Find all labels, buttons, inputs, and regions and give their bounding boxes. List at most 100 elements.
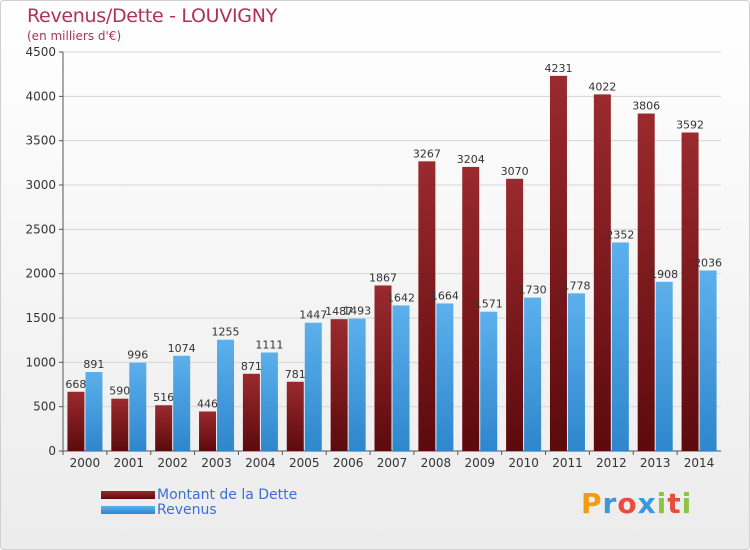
data-label-revenus: 2352 bbox=[606, 228, 634, 241]
x-tick-label: 2012 bbox=[596, 456, 627, 470]
y-tick-label: 4000 bbox=[25, 89, 56, 103]
chart-title: Revenus/Dette - LOUVIGNY bbox=[27, 5, 277, 27]
bar-revenus bbox=[129, 362, 147, 451]
bar-dette bbox=[330, 319, 348, 451]
data-label-dette: 3267 bbox=[413, 147, 441, 160]
x-tick-label: 2011 bbox=[552, 456, 583, 470]
bar-dette bbox=[418, 161, 436, 452]
y-tick-label: 0 bbox=[48, 444, 56, 458]
bar-dette bbox=[242, 373, 260, 451]
y-tick-label: 3000 bbox=[25, 178, 56, 192]
logo-letter: o bbox=[617, 487, 638, 520]
bar-revenus bbox=[304, 322, 322, 451]
chart-subtitle: (en milliers d'€) bbox=[27, 29, 122, 43]
y-tick-label: 4500 bbox=[25, 45, 56, 59]
data-label-revenus: 2036 bbox=[694, 256, 722, 269]
x-tick-label: 2000 bbox=[70, 456, 101, 470]
bar-dette bbox=[286, 381, 304, 451]
data-label-dette: 4022 bbox=[588, 80, 616, 93]
legend-item-dette: Montant de la Dette bbox=[101, 486, 298, 503]
logo-letter: i bbox=[656, 487, 668, 520]
logo-letter: r bbox=[602, 487, 618, 520]
bar-revenus bbox=[392, 305, 410, 451]
data-label-dette: 668 bbox=[65, 378, 86, 391]
x-tick-label: 2008 bbox=[421, 456, 452, 470]
y-tick-label: 2000 bbox=[25, 267, 56, 281]
data-label-revenus: 1908 bbox=[650, 268, 678, 281]
bar-revenus bbox=[436, 303, 454, 451]
bar-dette bbox=[681, 132, 699, 451]
logo-letter: i bbox=[681, 487, 693, 520]
bar-revenus bbox=[348, 318, 366, 451]
data-label-revenus: 1447 bbox=[299, 309, 327, 322]
bar-dette bbox=[67, 391, 85, 451]
data-label-revenus: 1074 bbox=[168, 342, 196, 355]
bar-revenus bbox=[85, 371, 103, 451]
x-tick-label: 2010 bbox=[508, 456, 539, 470]
bar-revenus bbox=[173, 355, 191, 451]
logo-letter: P bbox=[581, 487, 603, 520]
data-label-dette: 3806 bbox=[632, 100, 660, 113]
data-label-dette: 590 bbox=[109, 385, 130, 398]
bar-revenus bbox=[611, 242, 629, 451]
legend-label-revenus: Revenus bbox=[157, 501, 217, 518]
bar-dette bbox=[506, 178, 524, 451]
data-label-dette: 871 bbox=[241, 360, 262, 373]
data-label-revenus: 1730 bbox=[519, 284, 547, 297]
proxiti-logo: Proxiti bbox=[581, 487, 692, 520]
data-label-dette: 781 bbox=[285, 368, 306, 381]
logo-letter: x bbox=[637, 487, 657, 520]
legend: Montant de la Dette Revenus bbox=[101, 486, 298, 518]
bar-revenus bbox=[524, 297, 542, 451]
bar-dette bbox=[462, 166, 480, 452]
x-tick-label: 2007 bbox=[377, 456, 408, 470]
data-label-revenus: 996 bbox=[127, 349, 148, 362]
legend-swatch-dette bbox=[101, 490, 155, 499]
logo-letter: t bbox=[667, 487, 682, 520]
bar-revenus bbox=[699, 270, 717, 451]
bar-revenus bbox=[655, 281, 673, 451]
data-label-dette: 4231 bbox=[544, 62, 572, 75]
bar-dette bbox=[199, 411, 217, 451]
x-tick-label: 2006 bbox=[333, 456, 364, 470]
x-tick-label: 2014 bbox=[684, 456, 715, 470]
x-tick-label: 2005 bbox=[289, 456, 320, 470]
bar-dette bbox=[374, 285, 392, 451]
y-tick-label: 2500 bbox=[25, 222, 56, 236]
data-label-dette: 446 bbox=[197, 397, 218, 410]
data-label-revenus: 1664 bbox=[431, 289, 459, 302]
data-label-revenus: 1111 bbox=[255, 338, 283, 351]
data-label-dette: 1867 bbox=[369, 271, 397, 284]
bar-dette bbox=[155, 405, 173, 451]
data-label-dette: 516 bbox=[153, 391, 174, 404]
bar-revenus bbox=[260, 352, 278, 451]
bar-revenus bbox=[217, 339, 235, 451]
y-tick-label: 1500 bbox=[25, 311, 56, 325]
data-label-dette: 3204 bbox=[457, 153, 485, 166]
bar-dette bbox=[593, 94, 611, 452]
x-tick-label: 2001 bbox=[114, 456, 145, 470]
x-tick-label: 2013 bbox=[640, 456, 671, 470]
data-label-revenus: 1571 bbox=[475, 298, 503, 311]
data-label-revenus: 1778 bbox=[562, 279, 590, 292]
data-label-revenus: 1642 bbox=[387, 291, 415, 304]
x-tick-label: 2009 bbox=[464, 456, 495, 470]
y-tick-label: 3500 bbox=[25, 134, 56, 148]
data-label-revenus: 891 bbox=[83, 358, 104, 371]
bar-revenus bbox=[480, 311, 498, 451]
bar-revenus bbox=[567, 293, 585, 451]
bar-dette bbox=[637, 113, 655, 451]
x-tick-label: 2002 bbox=[157, 456, 188, 470]
data-label-revenus: 1493 bbox=[343, 305, 371, 318]
legend-swatch-revenus bbox=[101, 505, 155, 514]
legend-label-dette: Montant de la Dette bbox=[157, 486, 298, 503]
y-tick-label: 1000 bbox=[25, 355, 56, 369]
x-tick-label: 2004 bbox=[245, 456, 276, 470]
y-tick-label: 500 bbox=[33, 400, 56, 414]
data-label-dette: 3070 bbox=[501, 165, 529, 178]
bar-dette bbox=[549, 75, 567, 452]
data-label-dette: 3592 bbox=[676, 119, 704, 132]
data-label-revenus: 1255 bbox=[212, 326, 240, 339]
